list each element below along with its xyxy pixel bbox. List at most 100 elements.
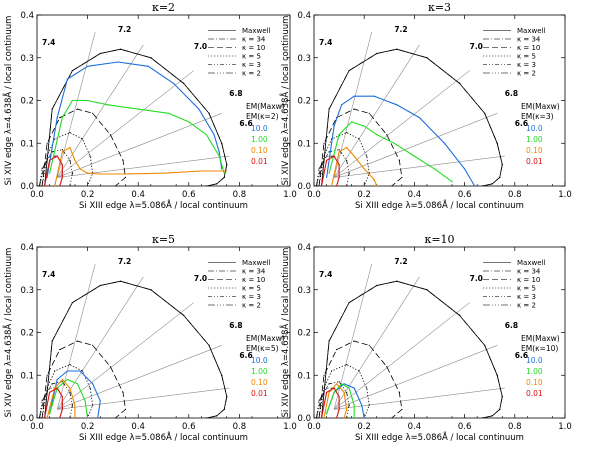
x-tick-label: 0.0 xyxy=(307,190,321,200)
y-tick-label: 0.1 xyxy=(297,371,311,381)
data-point xyxy=(348,69,350,72)
data-point xyxy=(76,340,79,342)
data-point xyxy=(71,99,74,102)
em-legend-value: 0.10 xyxy=(526,146,543,155)
data-point xyxy=(386,134,388,136)
data-point xyxy=(335,349,338,351)
data-point xyxy=(348,301,350,304)
data-point xyxy=(481,417,483,418)
data-point xyxy=(61,378,63,381)
legend-label: Maxwell xyxy=(242,27,270,35)
data-point xyxy=(46,155,48,157)
y-tick-label: 0.1 xyxy=(20,371,34,381)
series-maxwell xyxy=(44,48,228,186)
series--10 xyxy=(318,108,403,186)
data-point xyxy=(333,387,335,389)
data-point xyxy=(323,417,325,418)
x-axis-label: Si XIII edge λ=5.086Å / local continuum xyxy=(79,431,248,443)
series-em-1-00 xyxy=(326,383,355,418)
data-point xyxy=(396,104,398,106)
data-point xyxy=(484,344,486,346)
data-point xyxy=(61,149,63,151)
x-tick-label: 1.0 xyxy=(558,422,572,432)
data-point xyxy=(59,417,61,418)
series--34 xyxy=(44,48,228,186)
data-point xyxy=(71,301,74,304)
x-tick-label: 0.4 xyxy=(408,190,422,200)
temperature-label: 7.2 xyxy=(118,257,131,266)
data-point xyxy=(92,344,94,346)
grid-ray xyxy=(333,302,470,410)
grid-ray xyxy=(56,44,144,178)
em-legend-value: 1.00 xyxy=(251,135,268,144)
data-point xyxy=(114,417,117,418)
data-point xyxy=(205,134,208,136)
data-point xyxy=(496,374,498,376)
legend-label: κ = 10 xyxy=(517,276,540,284)
data-point xyxy=(61,408,63,411)
data-point xyxy=(124,176,127,179)
data-point xyxy=(458,314,461,316)
data-point xyxy=(318,417,320,418)
panel-title: κ=3 xyxy=(428,1,451,14)
grid-ray xyxy=(334,387,505,410)
series--5 xyxy=(318,364,370,418)
data-point xyxy=(74,417,76,418)
data-point xyxy=(221,374,223,376)
data-point xyxy=(59,117,61,119)
data-point xyxy=(325,159,328,161)
y-tick-label: 0.0 xyxy=(297,182,311,192)
data-point xyxy=(188,121,190,123)
data-point xyxy=(363,417,365,418)
data-point xyxy=(373,95,375,97)
data-point xyxy=(346,363,348,366)
data-point xyxy=(368,112,370,114)
temperature-label: 7.4 xyxy=(42,38,55,47)
grid-ray xyxy=(57,113,222,178)
em-legend-value: 10.0 xyxy=(251,356,268,365)
data-point xyxy=(333,125,335,127)
legend-label: κ = 10 xyxy=(517,44,540,52)
data-point xyxy=(69,131,71,134)
em-legend-value: 0.01 xyxy=(526,157,543,166)
data-point xyxy=(56,155,58,157)
em-legend-title: EM(Maxw) xyxy=(521,334,560,343)
data-point xyxy=(71,404,74,406)
data-point xyxy=(79,370,81,372)
temperature-label: 6.8 xyxy=(505,321,518,330)
temperature-label: 7.2 xyxy=(118,25,131,34)
data-point xyxy=(61,117,63,119)
data-point xyxy=(51,340,53,342)
data-point xyxy=(69,159,71,161)
data-point xyxy=(208,344,210,346)
series-maxwell xyxy=(44,280,228,418)
data-point xyxy=(358,138,360,140)
data-point xyxy=(346,417,348,418)
data-point xyxy=(114,185,117,186)
x-tick-label: 0.4 xyxy=(408,422,422,432)
data-point xyxy=(330,370,333,372)
data-point xyxy=(109,366,111,368)
em-legend-value: 0.10 xyxy=(251,378,268,387)
data-point xyxy=(87,185,89,186)
em-legend-value: 0.01 xyxy=(526,389,543,398)
series-em-0-10 xyxy=(54,146,227,186)
temperature-label: 7.0 xyxy=(194,274,207,283)
legend-label: κ = 3 xyxy=(242,293,261,301)
legend-label: κ = 5 xyxy=(242,285,261,293)
y-tick-label: 0.4 xyxy=(297,11,311,21)
data-point xyxy=(87,172,89,174)
data-point xyxy=(38,417,41,418)
data-point xyxy=(79,168,81,170)
em-legend-title: EM(Maxw) xyxy=(246,102,285,111)
data-point xyxy=(433,168,436,170)
data-point xyxy=(333,155,335,157)
data-point xyxy=(150,289,152,291)
grid-ray xyxy=(333,345,498,410)
data-point xyxy=(92,112,94,114)
x-tick-label: 1.0 xyxy=(558,190,572,200)
temperature-label: 7.0 xyxy=(470,274,483,283)
data-point xyxy=(46,417,48,418)
temperature-label: 7.2 xyxy=(394,257,407,266)
y-tick-label: 0.2 xyxy=(297,329,311,339)
